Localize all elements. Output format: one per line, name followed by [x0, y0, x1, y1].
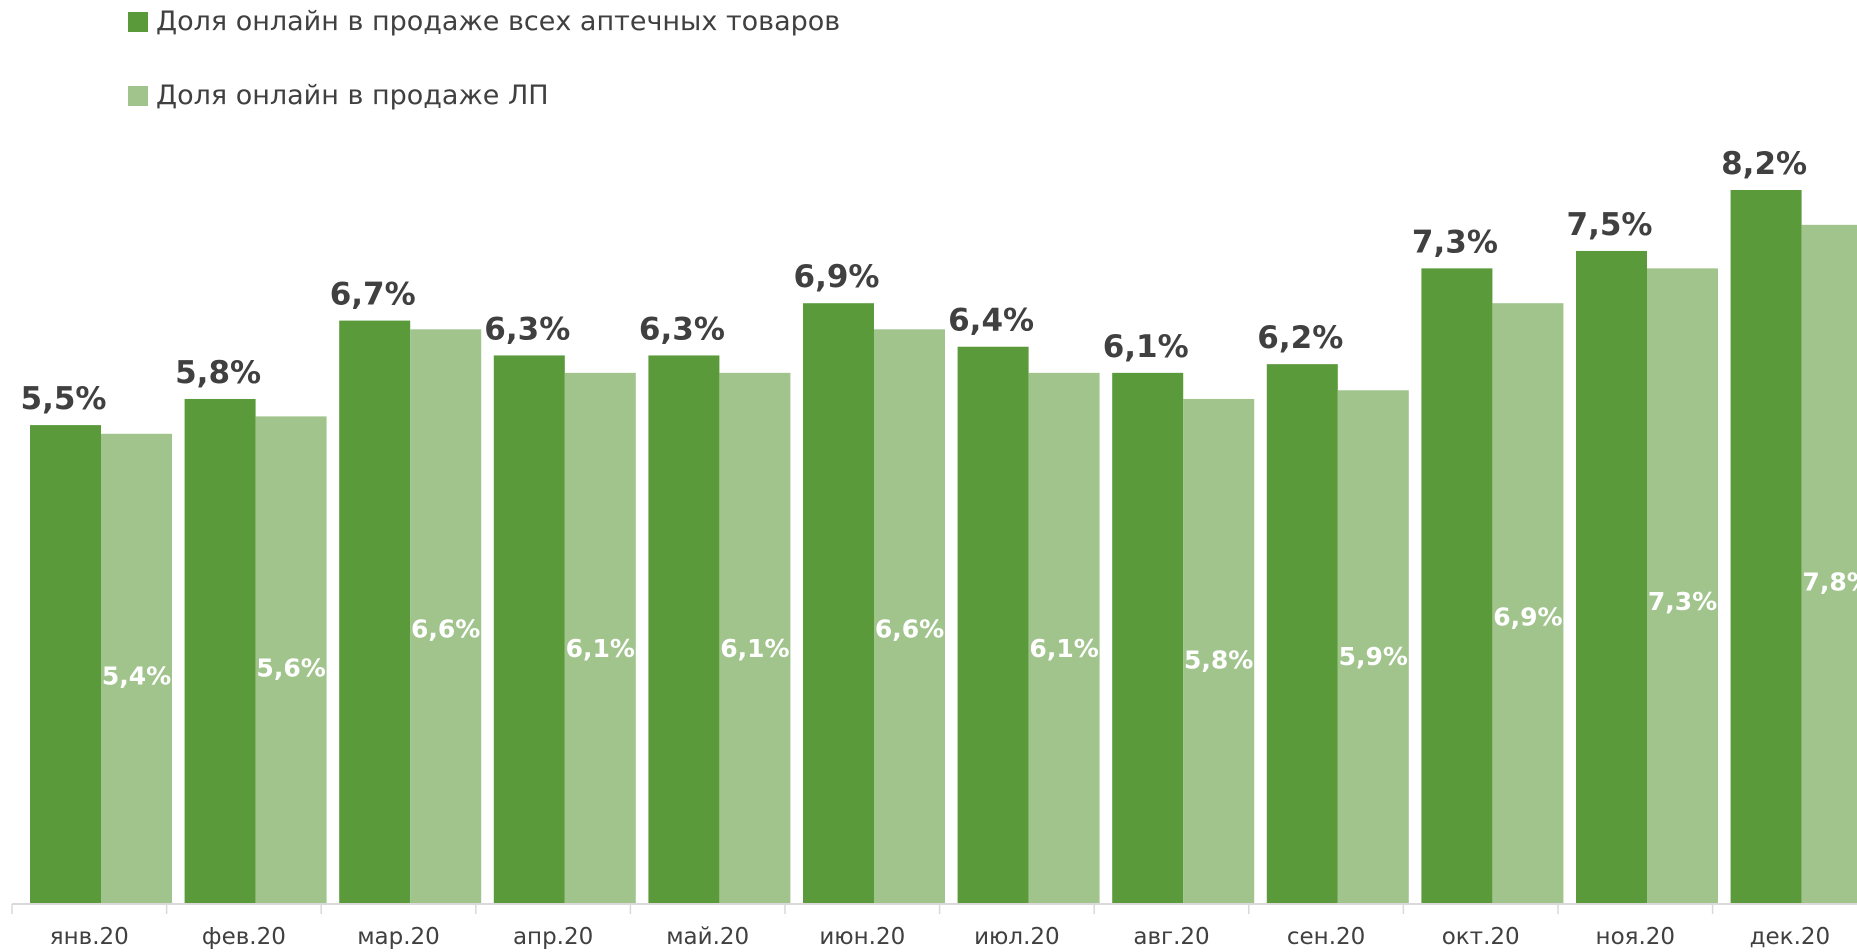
bar-all-pharmacy-goods-0: [30, 425, 101, 904]
bar-medicines-10: [1647, 268, 1718, 904]
bar-medicines-2: [410, 329, 482, 904]
data-label-all-pharmacy-goods-3: 6,3%: [484, 311, 570, 347]
data-label-all-pharmacy-goods-10: 7,5%: [1567, 207, 1653, 243]
bar-all-pharmacy-goods-7: [1112, 372, 1184, 905]
bar-all-pharmacy-goods-11: [1730, 190, 1802, 904]
legend-label-medicines: Доля онлайн в продаже ЛП: [156, 80, 549, 111]
data-label-all-pharmacy-goods-9: 7,3%: [1412, 224, 1498, 260]
bar-all-pharmacy-goods-6: [957, 346, 1029, 905]
bar-all-pharmacy-goods-5: [803, 303, 874, 904]
x-tick-label-9: окт.20: [1442, 924, 1520, 950]
data-label-all-pharmacy-goods-11: 8,2%: [1721, 146, 1807, 182]
data-label-medicines-5: 6,6%: [875, 614, 944, 643]
bar-medicines-8: [1337, 390, 1409, 904]
x-tick-label-3: апр.20: [513, 924, 593, 950]
bar-all-pharmacy-goods-4: [648, 355, 720, 904]
data-label-medicines-7: 5,8%: [1184, 646, 1253, 675]
data-label-medicines-1: 5,6%: [256, 654, 325, 683]
data-label-all-pharmacy-goods-8: 6,2%: [1257, 320, 1343, 356]
data-label-all-pharmacy-goods-2: 6,7%: [330, 277, 416, 313]
data-label-all-pharmacy-goods-5: 6,9%: [794, 259, 880, 295]
data-label-medicines-3: 6,1%: [566, 634, 635, 663]
data-label-medicines-4: 6,1%: [720, 634, 789, 663]
x-tick-label-0: янв.20: [50, 924, 129, 950]
data-label-medicines-6: 6,1%: [1029, 634, 1098, 663]
bar-medicines-5: [874, 329, 945, 904]
bar-all-pharmacy-goods-2: [339, 320, 411, 904]
data-label-all-pharmacy-goods-4: 6,3%: [639, 311, 725, 347]
bar-medicines-0: [101, 433, 172, 904]
x-axis: янв.20 фев.20 мар.20 апр.20 май.20 июн.20 июл.…: [11, 903, 1857, 950]
data-label-medicines-11: 7,8%: [1802, 567, 1857, 596]
x-tick-label-11: дек.20: [1750, 924, 1831, 950]
x-tick-label-10: ноя.20: [1596, 924, 1676, 950]
bar-all-pharmacy-goods-3: [493, 355, 565, 904]
bar-medicines-3: [564, 372, 636, 905]
x-tick-label-2: мар.20: [357, 924, 440, 950]
bar-all-pharmacy-goods-10: [1576, 250, 1647, 904]
bar-medicines-9: [1492, 303, 1564, 904]
legend-label-all-pharmacy-goods: Доля онлайн в продаже всех аптечных това…: [156, 6, 841, 37]
bar-medicines-11: [1801, 224, 1857, 904]
legend-item-all-pharmacy-goods: Доля онлайн в продаже всех аптечных това…: [128, 6, 840, 37]
data-label-all-pharmacy-goods-7: 6,1%: [1103, 329, 1189, 365]
data-label-all-pharmacy-goods-0: 5,5%: [21, 381, 107, 417]
bar-all-pharmacy-goods-8: [1266, 364, 1338, 904]
bar-all-pharmacy-goods-9: [1421, 268, 1493, 904]
x-tick-label-7: авг.20: [1133, 924, 1209, 950]
data-label-medicines-10: 7,3%: [1648, 587, 1717, 616]
x-tick-label-5: июн.20: [819, 924, 905, 950]
bar-medicines-7: [1183, 398, 1255, 904]
data-label-medicines-2: 6,6%: [411, 614, 480, 643]
data-label-medicines-9: 6,9%: [1493, 603, 1562, 632]
x-tick-label-4: май.20: [666, 924, 749, 950]
data-label-all-pharmacy-goods-6: 6,4%: [948, 303, 1034, 339]
legend-item-medicines: Доля онлайн в продаже ЛП: [128, 80, 549, 111]
bars-group: [30, 190, 1857, 905]
x-tick-label-6: июл.20: [974, 924, 1060, 950]
data-labels-group: 5,5% 5,4% 5,8% 5,6% 6,7% 6,6% 6,3% 6,1% 6,3% 6,1%…: [21, 146, 1857, 690]
legend-swatch-all-pharmacy-goods: [128, 11, 148, 32]
bar-medicines-1: [255, 416, 327, 904]
bar-all-pharmacy-goods-1: [184, 398, 256, 904]
bar-medicines-4: [719, 372, 791, 905]
legend-swatch-medicines: [128, 85, 148, 106]
data-label-all-pharmacy-goods-1: 5,8%: [175, 355, 261, 391]
data-label-medicines-0: 5,4%: [102, 661, 171, 690]
x-tick-label-8: сен.20: [1287, 924, 1365, 950]
data-label-medicines-8: 5,9%: [1339, 642, 1408, 671]
bar-medicines-6: [1028, 372, 1100, 905]
x-tick-label-1: фев.20: [202, 924, 286, 950]
